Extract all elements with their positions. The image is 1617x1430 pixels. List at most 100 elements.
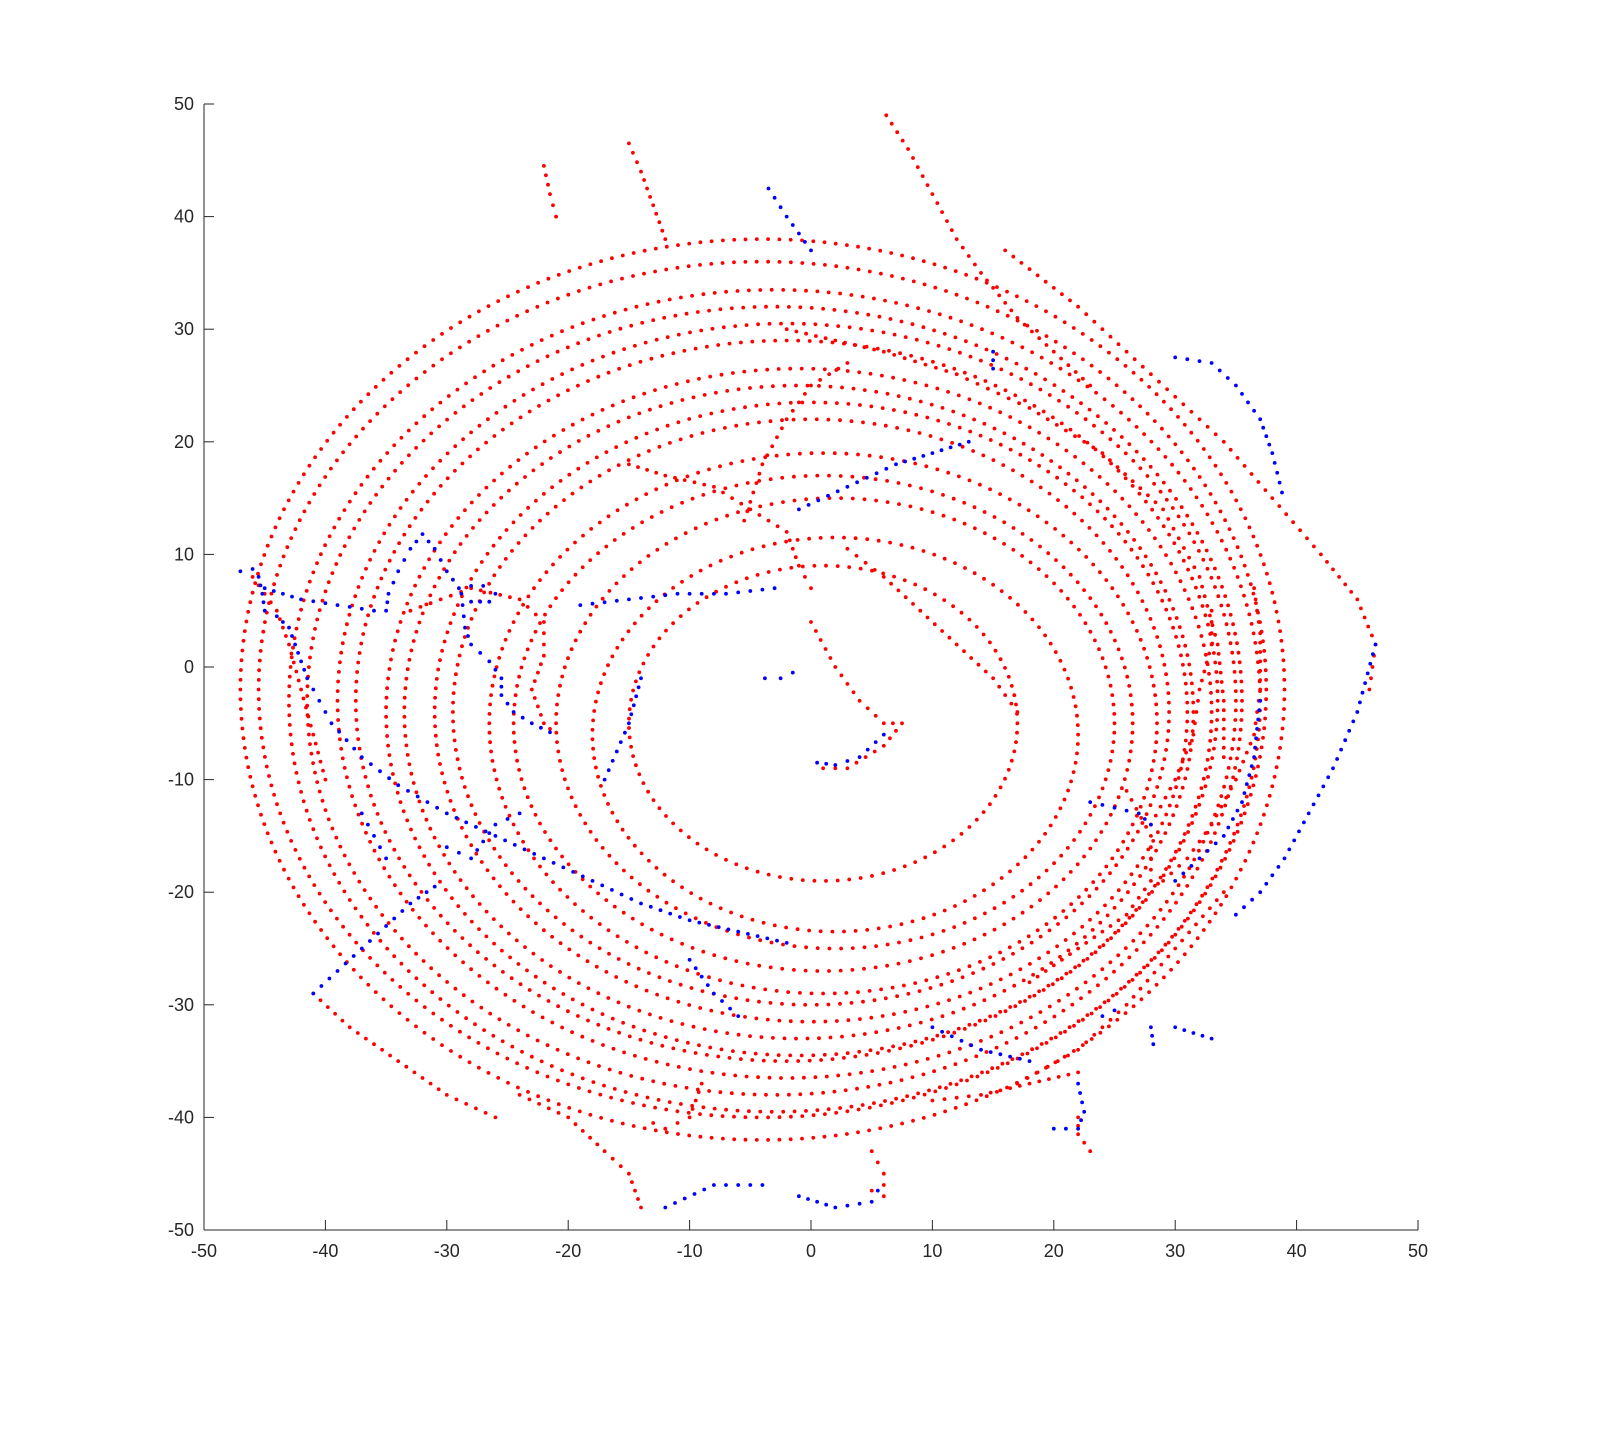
data-point [500, 948, 504, 953]
data-point [311, 636, 315, 641]
data-point [1167, 598, 1172, 602]
data-point [951, 1010, 956, 1015]
data-point [687, 591, 692, 596]
data-point [1209, 361, 1214, 365]
data-point [803, 1002, 808, 1007]
data-point [375, 585, 380, 590]
data-point [997, 684, 1002, 689]
data-point [804, 497, 808, 502]
data-point [936, 343, 941, 348]
data-point [291, 645, 295, 650]
data-point [1066, 1053, 1070, 1058]
data-point [903, 595, 908, 600]
data-point [1149, 867, 1153, 872]
data-point [599, 784, 603, 788]
data-point [1115, 465, 1120, 469]
data-point [967, 617, 972, 622]
data-point [1058, 366, 1063, 371]
data-point [1214, 898, 1219, 903]
data-point [479, 860, 484, 864]
data-point [856, 267, 861, 272]
data-point [836, 324, 841, 328]
data-point [627, 363, 632, 368]
data-point [607, 1067, 612, 1072]
data-point [781, 942, 785, 947]
data-point [525, 968, 529, 973]
data-point [469, 642, 473, 647]
data-point [946, 1030, 950, 1035]
data-point [1206, 775, 1210, 779]
data-point [261, 745, 266, 750]
data-point [780, 475, 785, 480]
data-point [453, 444, 458, 449]
data-point [979, 1093, 983, 1097]
data-point [974, 817, 979, 822]
data-point [369, 604, 373, 608]
data-point [988, 438, 993, 442]
data-point [291, 751, 295, 756]
data-point [797, 563, 801, 568]
data-point [1062, 1054, 1067, 1059]
data-point [1010, 1057, 1015, 1061]
data-point [527, 409, 532, 414]
data-point [607, 853, 612, 858]
data-point [1134, 948, 1139, 952]
data-point [431, 931, 435, 936]
data-point [1167, 719, 1171, 724]
data-point [1141, 457, 1146, 461]
data-point [386, 676, 390, 681]
data-point [1046, 950, 1051, 955]
data-point [615, 508, 620, 513]
data-point [1022, 322, 1027, 327]
data-point [1339, 747, 1343, 752]
data-point [1192, 565, 1197, 570]
data-point [1003, 1009, 1008, 1014]
data-point [387, 753, 392, 757]
data-point [538, 621, 542, 625]
data-point [607, 468, 611, 473]
data-point [549, 1064, 554, 1068]
data-point [835, 564, 840, 568]
data-point [391, 580, 396, 585]
data-point [636, 685, 641, 690]
data-point [1305, 536, 1309, 541]
data-point [1036, 875, 1041, 880]
data-point [664, 1107, 669, 1112]
data-point [631, 251, 636, 255]
data-point [895, 130, 900, 135]
data-point [417, 574, 422, 579]
data-point [332, 525, 337, 530]
data-point [451, 719, 455, 724]
data-point [372, 594, 376, 599]
data-point [836, 1073, 841, 1078]
data-point [281, 625, 285, 630]
data-point [1082, 1140, 1087, 1145]
data-point [800, 1019, 805, 1024]
data-point [442, 639, 447, 644]
data-point [638, 560, 642, 565]
data-point [846, 1018, 851, 1023]
data-point [545, 354, 550, 359]
data-point [460, 603, 465, 607]
data-point [307, 911, 312, 916]
data-point [405, 601, 410, 606]
data-point [1190, 821, 1194, 825]
data-point [875, 1051, 880, 1055]
data-point [1190, 875, 1195, 880]
data-point [765, 453, 770, 458]
data-point [335, 708, 340, 713]
data-point [927, 1088, 931, 1093]
data-point [421, 438, 426, 443]
data-point [951, 604, 955, 609]
data-point [477, 1065, 481, 1070]
data-point [800, 238, 804, 243]
data-point [678, 982, 683, 987]
data-point [530, 526, 535, 530]
data-point [1135, 556, 1140, 560]
data-point [1239, 554, 1244, 559]
data-point [244, 619, 249, 624]
data-point [588, 262, 593, 267]
data-point [857, 698, 862, 703]
data-point [1082, 439, 1087, 444]
data-point [408, 901, 413, 906]
